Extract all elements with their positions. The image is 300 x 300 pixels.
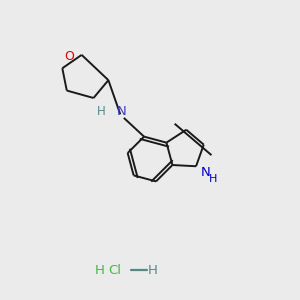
Text: H: H xyxy=(209,174,218,184)
Text: Cl: Cl xyxy=(108,264,121,277)
Text: N: N xyxy=(201,166,210,179)
Text: H: H xyxy=(97,105,105,118)
Text: H: H xyxy=(148,264,158,277)
Text: N: N xyxy=(117,105,127,118)
Text: O: O xyxy=(64,50,74,63)
Text: H: H xyxy=(95,264,105,277)
